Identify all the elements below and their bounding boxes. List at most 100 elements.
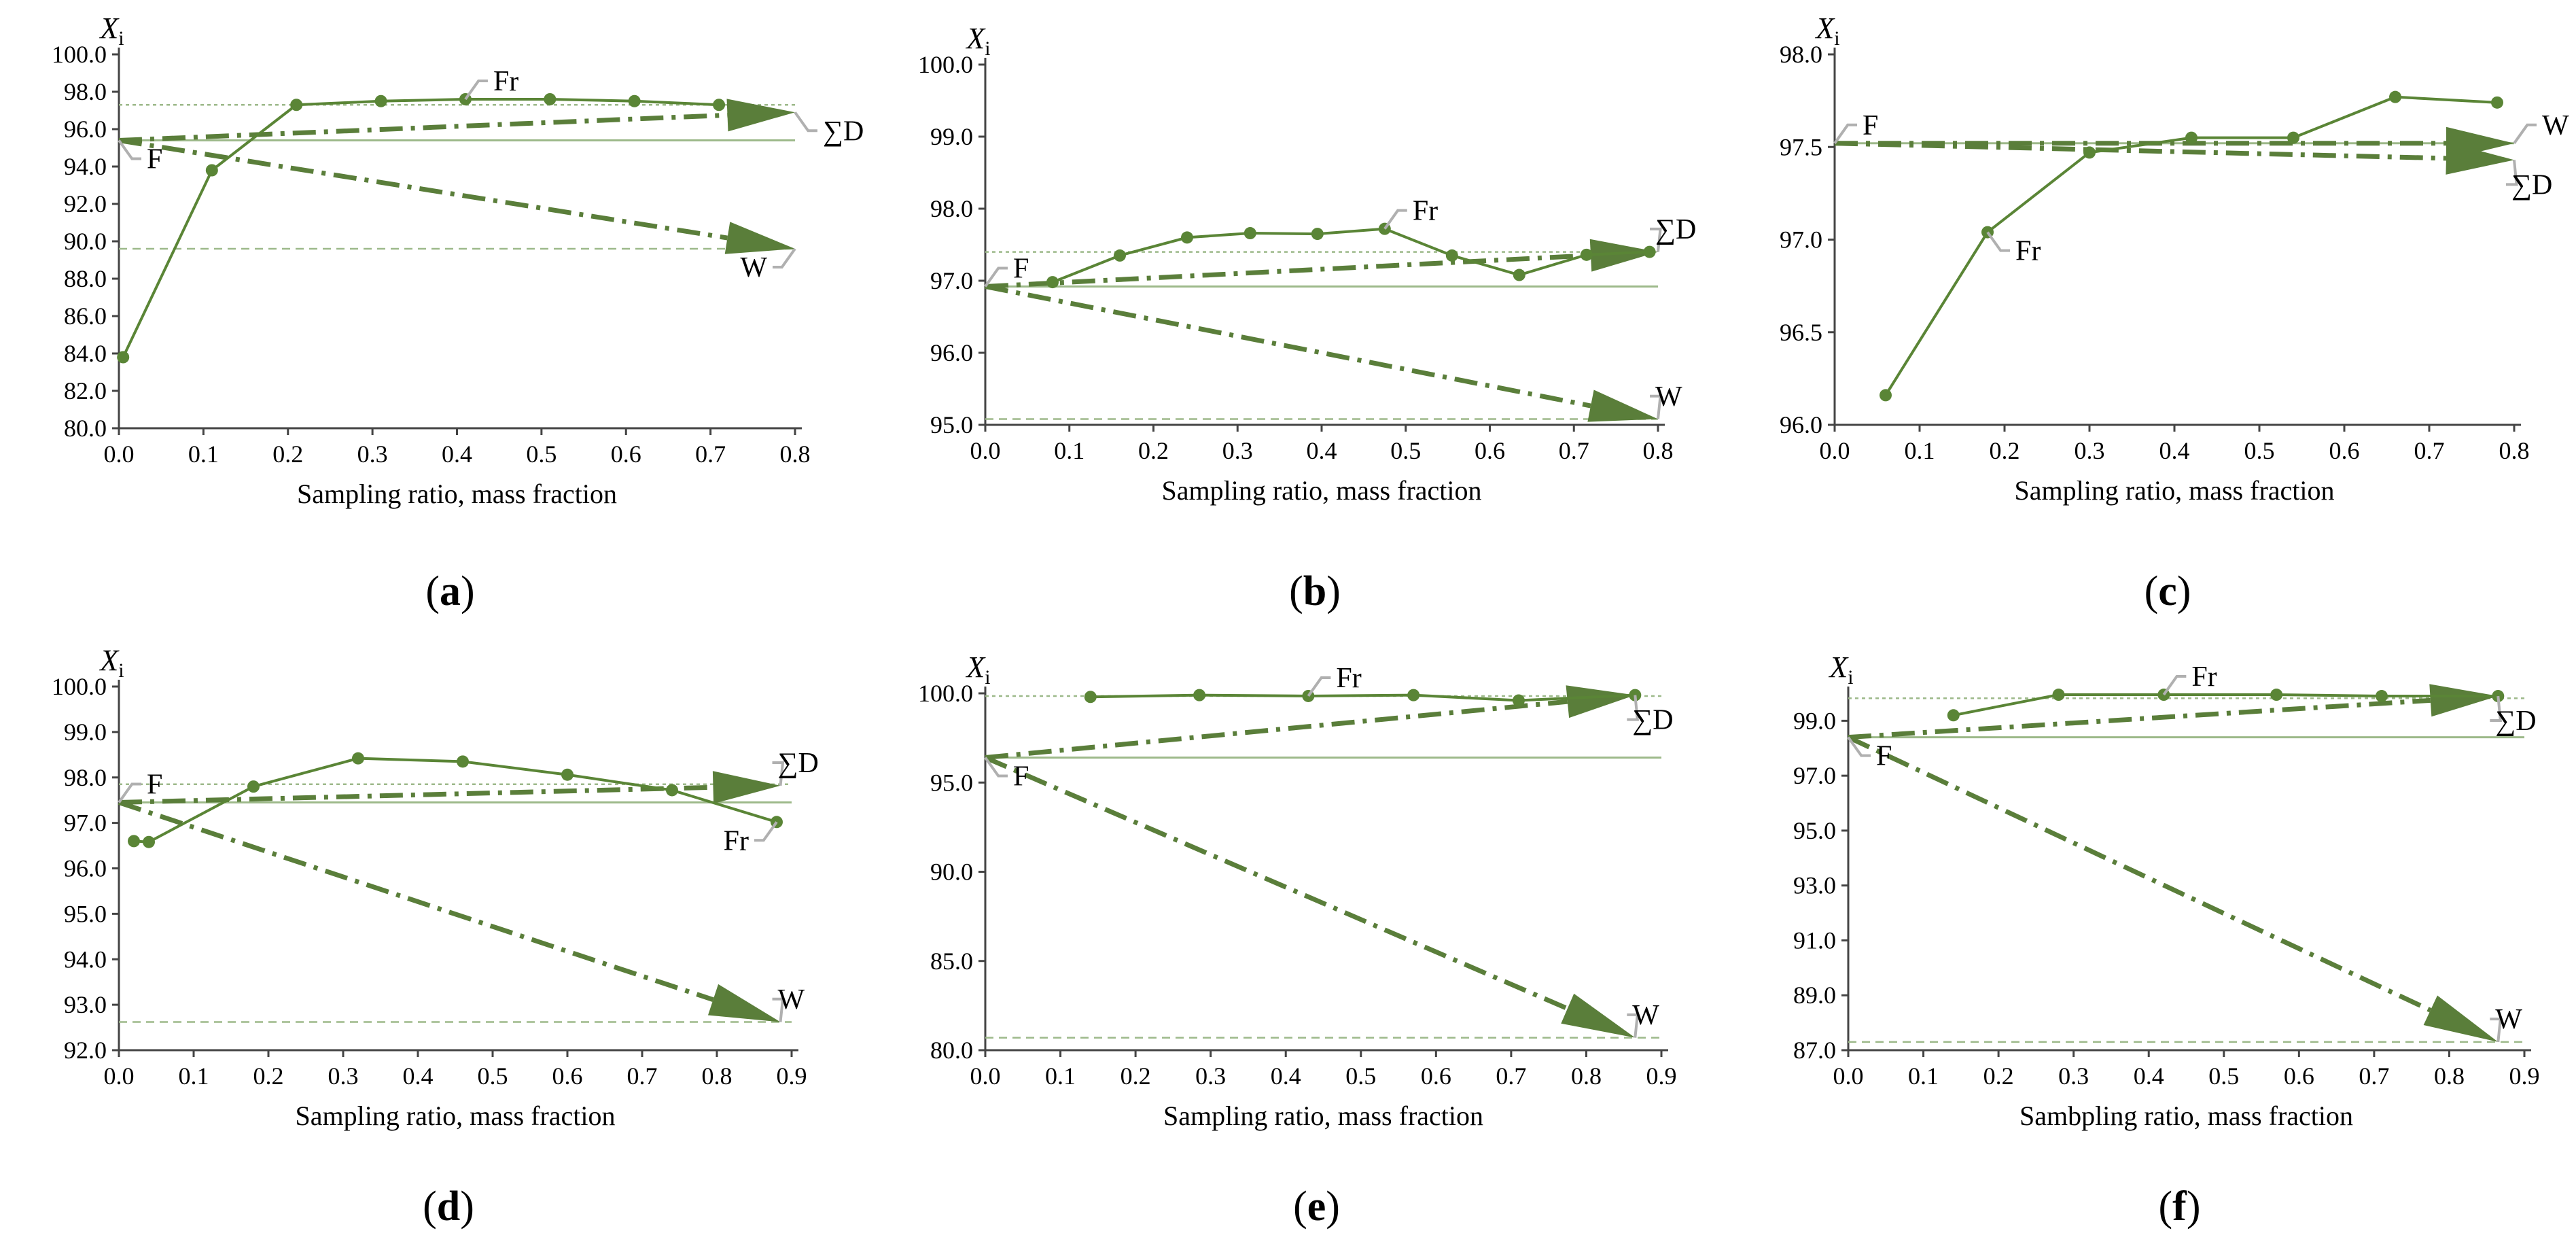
x-tick-label: 0.8 [780,440,811,468]
x-tick-label: 0.2 [1983,1062,2014,1090]
y-tick-label: 82.0 [64,377,107,404]
panel-label: (f) [2159,1183,2201,1230]
x-tick-label: 0.6 [2284,1062,2314,1090]
x-tick-label: 0.4 [2134,1062,2164,1090]
x-tick-label: 0.5 [1390,437,1421,464]
x-tick-label: 0.2 [253,1062,284,1090]
x-tick-label: 0.1 [1045,1062,1076,1090]
x-tick-label: 0.7 [2359,1062,2389,1090]
x-tick-label: 0.2 [272,440,303,468]
y-tick-label: 89.0 [1793,982,1836,1009]
x-tick-label: 0.3 [2058,1062,2089,1090]
fr-data-point [1181,231,1193,244]
panel-label: (e) [1293,1183,1340,1230]
fr-data-point [544,93,557,105]
fr-data-point [666,784,678,797]
fr-data-point [2389,90,2401,103]
w-arrow-head [724,222,795,254]
panel-label: (b) [1289,568,1341,614]
x-tick-label: 0.5 [526,440,557,468]
x-tick-label: 0.2 [1121,1062,1151,1090]
label-leader-line [772,997,785,1022]
label-leader-line [754,821,778,842]
w-arrow-line [984,755,1569,1011]
x-tick-label: 0.0 [1820,437,1850,464]
w-arrow-line [1847,735,2432,1013]
series-annotation-w: W [1655,381,1682,413]
y-tick-label: 97.0 [64,810,107,837]
y-tick-label: 98.0 [1780,41,1822,68]
label-leader-line [1307,676,1331,697]
y-tick-label: 99.0 [64,718,107,746]
y-tick-label: 99.0 [1793,707,1836,734]
d-arrow-line [985,699,1568,760]
y-tick-label: 96.0 [930,339,973,366]
series-annotation-fr: Fr [2191,661,2217,693]
panel-label: (c) [2145,568,2191,614]
fr-data-point [2287,131,2299,144]
panel-label-open: ( [1293,1183,1307,1230]
panel-label-letter: d [437,1183,460,1230]
w-arrow-head [2446,126,2514,160]
series-annotation-f: F [1863,110,1878,141]
label-leader-line [1383,209,1407,230]
x-tick-label: 0.1 [179,1062,209,1090]
fr-data-point [2491,96,2503,109]
fr-data-point [1947,709,1960,722]
x-tick-label: 0.3 [1222,437,1253,464]
series-annotation-sum-d: ∑D [778,748,819,779]
x-tick-label: 0.0 [970,437,1001,464]
series-annotation-sum-d: ∑D [2495,706,2536,737]
fr-data-point [2270,689,2283,701]
x-tick-label: 0.8 [702,1062,733,1090]
y-tick-label: 85.0 [930,948,973,975]
series-annotation-f: F [147,144,162,175]
y-tick-label: 98.0 [64,764,107,791]
x-tick-label: 0.0 [1833,1062,1864,1090]
panel-label-letter: e [1307,1183,1326,1230]
d-arrow-line [118,784,713,805]
y-tick-label: 90.0 [64,228,107,255]
y-tick-label: 98.0 [930,195,973,222]
fr-data-point [1311,228,1324,241]
y-tick-label: 95.0 [1793,817,1836,844]
x-tick-label: 0.8 [2499,437,2530,464]
x-tick-label: 0.3 [2075,437,2105,464]
x-tick-label: 0.6 [1475,437,1505,464]
fr-series-line [122,98,720,358]
x-tick-label: 0.7 [1559,437,1589,464]
x-tick-label: 0.9 [2509,1062,2540,1090]
y-axis-title: Xi [1828,651,1853,689]
panel-label-close: ) [2187,1183,2201,1230]
w-arrow-head [2423,995,2499,1042]
y-tick-label: 80.0 [64,415,107,442]
x-tick-label: 0.6 [2329,437,2360,464]
y-tick-label: 100.0 [918,680,973,707]
panel-label-close: ) [1326,568,1341,614]
fr-data-point [457,755,469,768]
fr-data-point [713,99,726,111]
y-tick-label: 95.0 [64,900,107,927]
x-tick-label: 0.0 [970,1062,1001,1090]
fr-data-point [1243,227,1256,240]
w-arrow-head [1587,389,1658,422]
y-axis-title-subscript: i [1834,27,1839,50]
fr-data-point [247,780,260,793]
y-tick-label: 97.0 [1793,762,1836,789]
d-arrow-head [712,771,781,804]
series-annotation-fr: Fr [1336,663,1361,694]
fr-data-point [2052,689,2065,701]
x-tick-label: 0.3 [357,440,388,468]
x-axis-title: Sampling ratio, mass fraction [1161,475,1481,506]
series-annotation-w: W [740,252,767,283]
fr-data-point [628,94,641,107]
y-tick-label: 95.0 [930,769,973,796]
x-tick-label: 0.5 [2208,1062,2239,1090]
series-annotation-f: F [1013,253,1029,284]
y-tick-label: 86.0 [64,302,107,330]
x-tick-label: 0.4 [1271,1062,1301,1090]
x-tick-label: 0.3 [328,1062,359,1090]
label-leader-line [1627,695,1640,721]
y-tick-label: 94.0 [64,946,107,973]
